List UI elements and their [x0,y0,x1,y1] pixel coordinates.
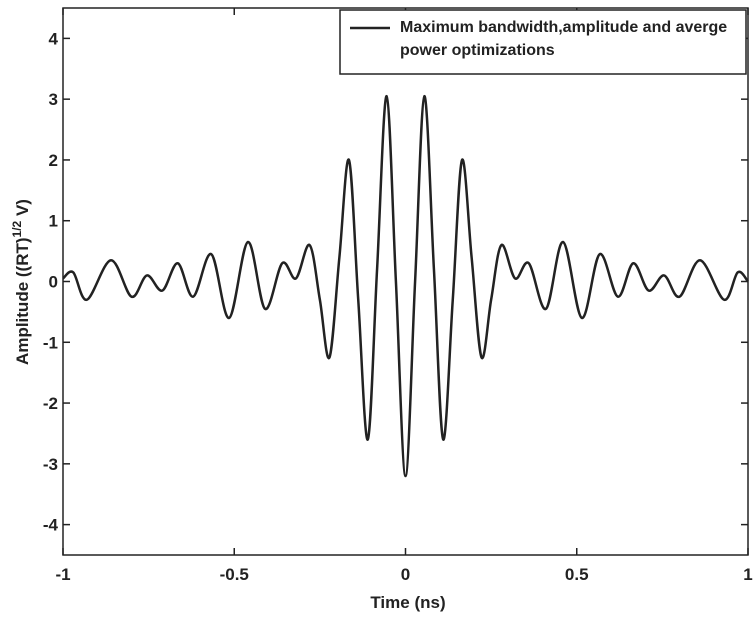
y-tick-label: 4 [49,29,59,48]
y-tick-label: -1 [43,333,58,352]
x-tick-label: 0.5 [565,565,589,584]
y-tick-label: 2 [49,151,58,170]
y-tick-label: -3 [43,455,58,474]
plot-frame [62,7,749,556]
x-tick-label: 1 [743,565,752,584]
y-label-sup: 1/2 [10,220,24,237]
series-line [62,94,749,478]
legend-box [339,9,747,75]
x-tick-label: 0 [401,565,410,584]
x-axis-label: Time (ns) [370,593,445,612]
legend-label: Maximum bandwidth,amplitude and averge p… [400,19,728,59]
y-tick-label: 0 [49,273,58,292]
x-tick-label: -0.5 [220,565,249,584]
y-axis-label: Amplitude ((RT)1/2 V) [10,199,32,365]
y-tick-label: -4 [43,516,59,535]
y-tick-label: 3 [49,90,58,109]
y-tick-label: -2 [43,394,58,413]
y-tick-label: 1 [49,212,58,231]
y-label-main: Amplitude ((RT) [13,237,32,364]
x-tick-label: -1 [55,565,70,584]
y-label-end: V) [13,199,32,221]
